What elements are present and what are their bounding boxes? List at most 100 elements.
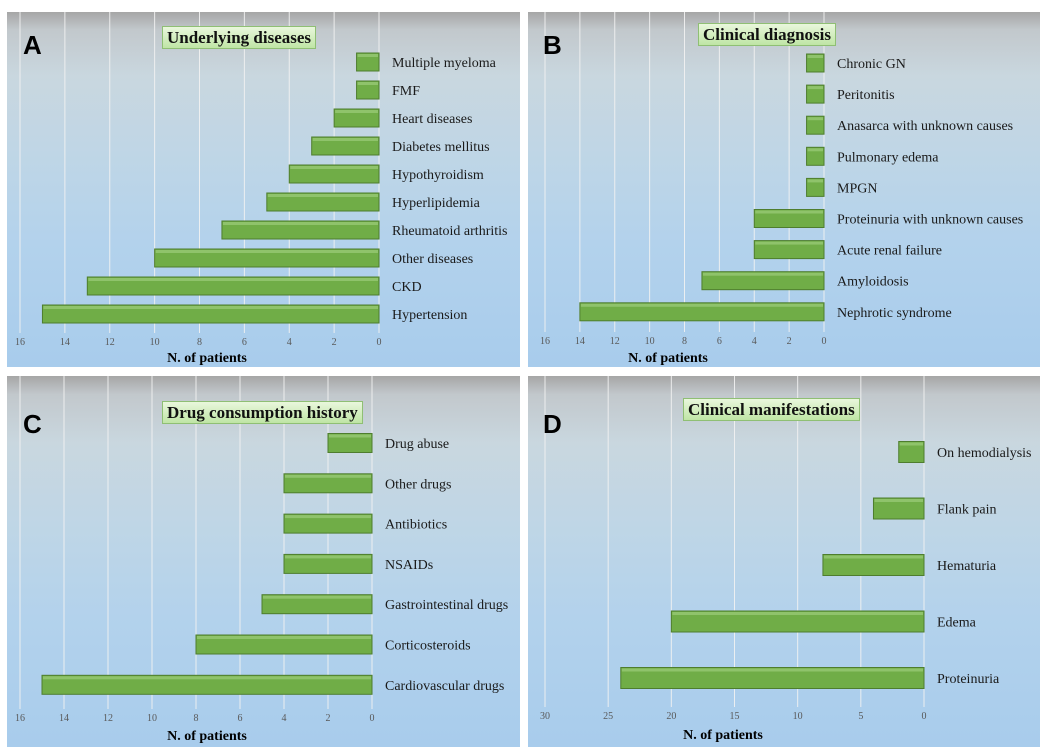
bar-other-drugs (283, 473, 373, 494)
category-label: Flank pain (937, 503, 997, 518)
category-label: Other drugs (385, 477, 452, 492)
gridlines (544, 376, 925, 707)
bar-highlight (88, 278, 378, 281)
bar-highlight (807, 148, 823, 152)
category-label: On hemodialysis (937, 446, 1032, 461)
bar-highlight (312, 138, 378, 141)
bar-nephrotic-syndrome (579, 302, 825, 322)
bar-on-hemodialysis (898, 441, 925, 463)
category-label: Gastrointestinal drugs (385, 598, 508, 613)
category-label: CKD (392, 280, 422, 295)
bar-chronic-gn (806, 53, 825, 73)
category-label: FMF (392, 84, 420, 99)
tick-label: 4 (282, 713, 287, 724)
bar-highlight (335, 110, 378, 113)
bar-amyloidosis (701, 271, 825, 291)
category-label: Other diseases (392, 252, 473, 267)
bar-highlight (580, 303, 823, 307)
bar-highlight (285, 515, 371, 519)
tick-label: 10 (150, 337, 160, 348)
bar-highlight (672, 612, 923, 615)
category-label: Hyperlipidemia (392, 196, 481, 211)
bar-highlight (329, 434, 371, 438)
bar-corticosteroids (195, 634, 373, 655)
bar-highlight (43, 676, 371, 680)
bar-highlight (290, 166, 378, 169)
bar-highlight (874, 499, 923, 502)
chart-svg: 16 14 12 10 8 6 4 2 0 Chronic GN Peritonitis Anasar… (540, 12, 1023, 366)
tick-label: 2 (787, 336, 792, 347)
bar-highlight (285, 474, 371, 478)
chart-title: Underlying diseases (162, 26, 317, 49)
category-label: NSAIDs (385, 558, 433, 573)
panel-clinical-manifestations: 30 25 20 15 10 5 0 On hemodialysis Flank pain Hem… (528, 376, 1040, 747)
tick-label: 14 (575, 336, 585, 347)
x-axis-label: N. of patients (167, 351, 247, 366)
bar-fmf (356, 80, 380, 100)
category-label: Hypothyroidism (392, 168, 484, 183)
bar-highlight (807, 117, 823, 121)
bar-highlight (267, 194, 378, 197)
bar-highlight (222, 222, 378, 225)
tick-label: 8 (682, 336, 687, 347)
bar-highlight (807, 179, 823, 183)
category-label: Pulmonary edema (837, 150, 939, 165)
bar-highlight (755, 241, 823, 245)
tick-label: 16 (540, 336, 550, 347)
bar-highlight (197, 636, 371, 639)
category-label: Acute renal failure (837, 244, 942, 259)
bar-highlight (899, 442, 923, 446)
category-label: Heart diseases (392, 112, 472, 127)
bar-hypothyroidism (288, 164, 380, 184)
bar-cardiovascular-drugs (41, 674, 373, 695)
tick-label: 0 (822, 336, 827, 347)
bar-hematuria (822, 554, 925, 576)
tick-label: 12 (610, 336, 620, 347)
category-label: Cardiovascular drugs (385, 679, 504, 694)
chart-title: Clinical diagnosis (698, 23, 837, 46)
bar-nsaids (283, 553, 373, 574)
bar-highlight (807, 55, 823, 58)
tick-label: 12 (105, 337, 115, 348)
bar-peritonitis (806, 84, 825, 104)
panel-underlying-diseases: 16 14 12 10 8 6 4 2 0 Multiple myeloma FMF Heart di… (7, 12, 520, 367)
panel-drug-consumption-history: 16 14 12 10 8 6 4 2 0 Drug abuse Other drugs Antibi… (7, 376, 520, 747)
bar-flank-pain (872, 497, 925, 520)
category-label: Hypertension (392, 308, 467, 323)
bar-other-diseases (154, 248, 380, 268)
category-label: Nephrotic syndrome (837, 306, 952, 321)
bar-multiple-myeloma (356, 52, 380, 72)
tick-label: 2 (326, 713, 331, 724)
x-axis-label: N. of patients (628, 351, 708, 366)
bar-drug-abuse (327, 433, 373, 453)
bar-highlight (755, 210, 823, 214)
tick-label: 12 (103, 713, 113, 724)
tick-label: 14 (59, 713, 69, 724)
tick-label: 4 (752, 336, 757, 347)
tick-label: 0 (370, 713, 375, 724)
tick-label: 25 (603, 711, 613, 722)
category-label: Rheumatoid arthritis (392, 224, 507, 239)
bar-highlight (702, 272, 823, 276)
tick-label: 14 (60, 337, 70, 348)
tick-label: 4 (287, 337, 292, 348)
tick-label: 30 (540, 711, 550, 722)
bar-diabetes-mellitus (311, 136, 380, 156)
category-label: Chronic GN (837, 57, 906, 72)
category-label: Hematuria (937, 559, 997, 574)
chart-title: Clinical manifestations (683, 398, 860, 421)
bar-acute-renal-failure (753, 240, 825, 260)
chart-svg: 16 14 12 10 8 6 4 2 0 Multiple myeloma FMF Heart di… (15, 12, 507, 366)
tick-label: 5 (858, 711, 863, 722)
tick-label: 6 (238, 713, 243, 724)
category-label: Amyloidosis (837, 275, 909, 290)
tick-label: 6 (717, 336, 722, 347)
tick-label: 20 (666, 711, 676, 722)
chart-title: Drug consumption history (162, 401, 363, 424)
category-label: Diabetes mellitus (392, 140, 490, 155)
bar-highlight (807, 86, 823, 90)
category-label: Proteinuria with unknown causes (837, 213, 1023, 228)
category-label: Anasarca with unknown causes (837, 119, 1013, 134)
tick-label: 10 (793, 711, 803, 722)
panel-clinical-diagnosis: 16 14 12 10 8 6 4 2 0 Chronic GN Peritonitis Anasar… (528, 12, 1040, 367)
